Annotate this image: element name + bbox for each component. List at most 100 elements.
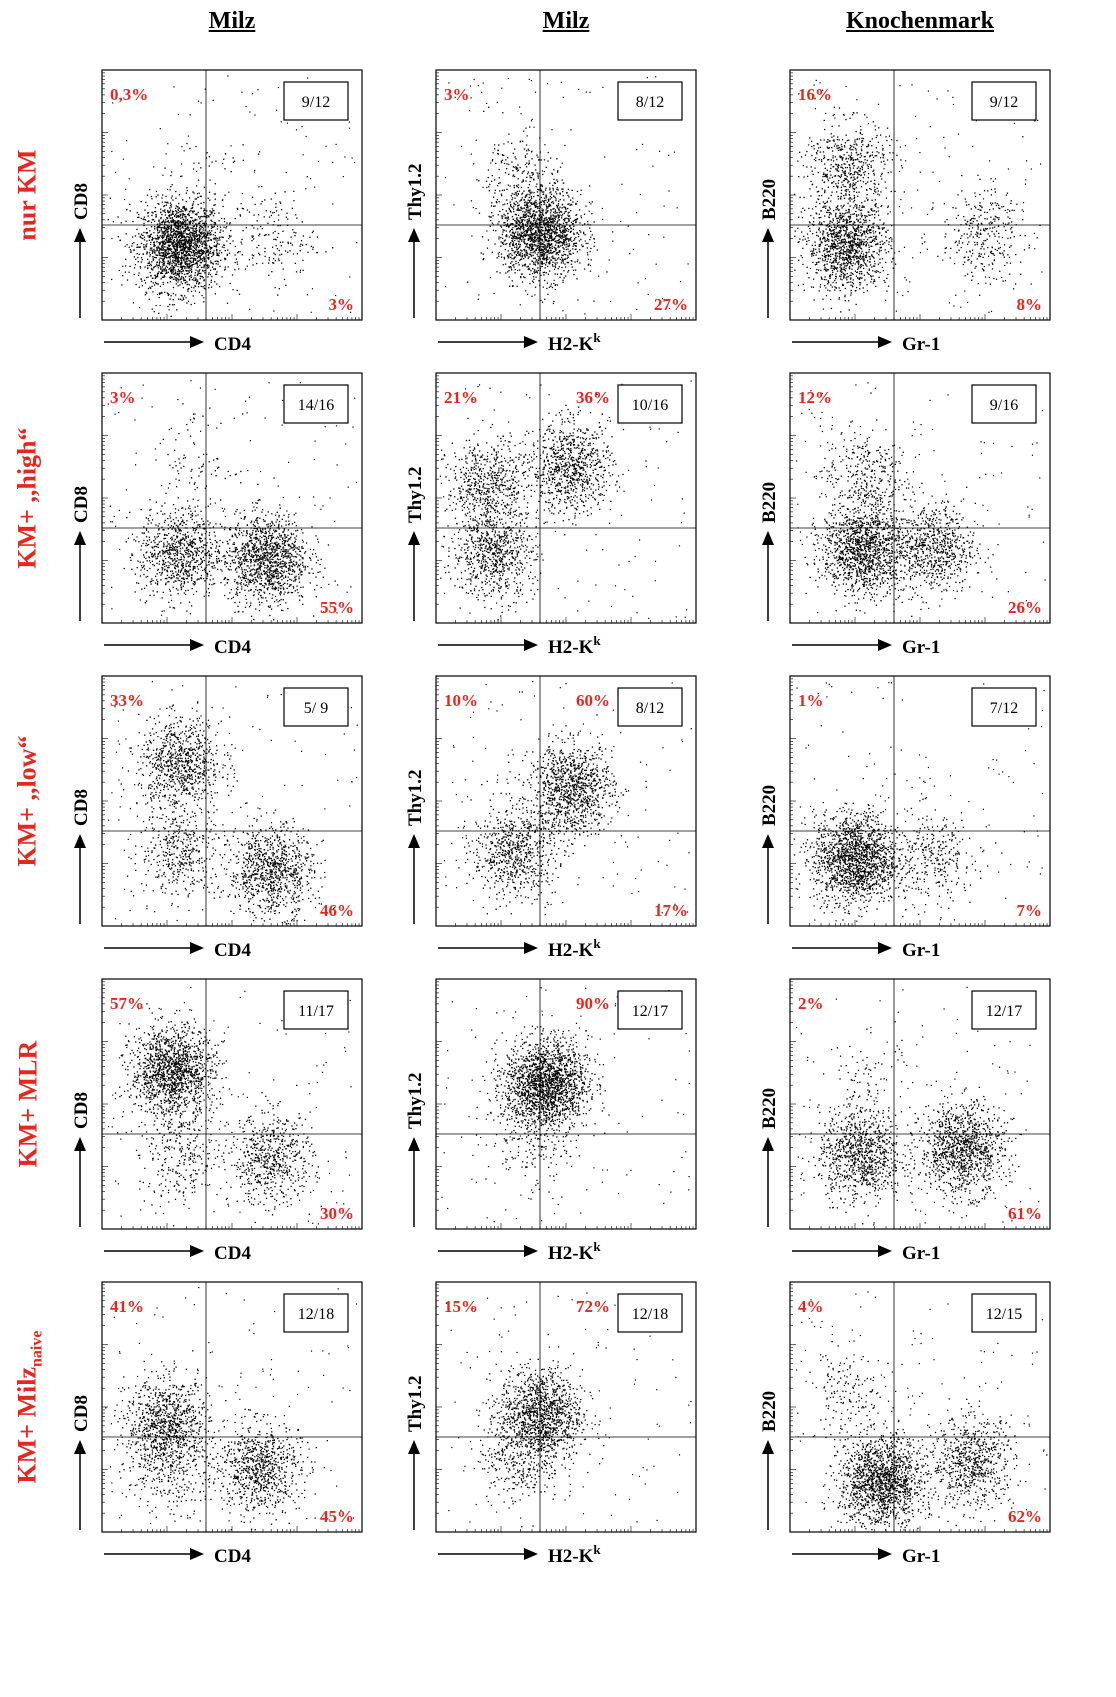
animal-count-box [617, 687, 683, 727]
cell-events [793, 682, 1045, 922]
y-axis-arrowhead [74, 1440, 86, 1454]
y-axis-arrowhead [408, 1137, 420, 1151]
panel-0-1: 8/12 3% 27% H2-Kk Thy1.2 [405, 69, 697, 355]
percent-bottom-right: 46% [320, 901, 354, 920]
animal-count-box [283, 687, 349, 727]
y-axis-label: Thy1.2 [405, 770, 426, 827]
animal-count-box [971, 384, 1037, 424]
percent-top-left: 41% [110, 1297, 144, 1316]
percent-top-left: 21% [444, 388, 478, 407]
animal-count-box [617, 1293, 683, 1333]
panel-2-2: 7/12 1% 7% Gr-1 B220 [759, 675, 1051, 961]
animal-count: 10/16 [632, 397, 668, 414]
x-axis-label: H2-Kk [548, 1542, 601, 1567]
x-axis-arrowhead [878, 336, 892, 348]
animal-count: 8/12 [636, 700, 664, 717]
y-axis-arrowhead [74, 834, 86, 848]
percent-top-left: 4% [798, 1297, 824, 1316]
column-header-knochenmark: Knochenmark [790, 8, 1050, 35]
x-axis-arrowhead [524, 1245, 538, 1257]
panel-2-1: 8/12 10% 60% 17% H2-Kk Thy1.2 [405, 675, 697, 961]
percent-bottom-right: 27% [654, 295, 688, 314]
panel-3-2: 12/17 2% 61% Gr-1 B220 [759, 978, 1051, 1264]
panel-4-0: 12/18 41% 45% CD4 CD8 [71, 1281, 363, 1567]
y-axis-label: Thy1.2 [405, 164, 426, 221]
x-axis-label: H2-Kk [548, 1239, 601, 1264]
animal-count-box [617, 990, 683, 1030]
animal-count: 12/15 [986, 1306, 1022, 1323]
percent-top-left: 3% [444, 85, 470, 104]
panel-1-1: 10/16 21% 36% H2-Kk Thy1.2 [405, 372, 697, 658]
panel-3-0: 11/17 57% 30% CD4 CD8 [71, 978, 363, 1264]
cell-events [796, 986, 1040, 1226]
x-axis-arrowhead [190, 942, 204, 954]
cell-events [107, 75, 358, 317]
x-axis-arrowhead [190, 1548, 204, 1560]
percent-bottom-right: 8% [1017, 295, 1043, 314]
percent-bottom-right: 7% [1017, 901, 1043, 920]
percent-top-right: 90% [576, 994, 610, 1013]
y-axis-arrowhead [762, 834, 774, 848]
percent-top-right: 72% [576, 1297, 610, 1316]
y-axis-label: B220 [759, 1088, 780, 1129]
x-axis-arrowhead [878, 639, 892, 651]
animal-count-box [283, 81, 349, 121]
cell-events [107, 380, 358, 621]
cell-events [107, 986, 352, 1227]
animal-count: 12/18 [632, 1306, 668, 1323]
percent-top-left: 33% [110, 691, 144, 710]
percent-bottom-right: 3% [329, 295, 355, 314]
x-axis-arrowhead [524, 1548, 538, 1560]
animal-count-box [971, 990, 1037, 1030]
animal-count: 14/16 [298, 397, 334, 414]
percent-bottom-right: 61% [1008, 1204, 1042, 1223]
x-axis-label: CD4 [214, 1546, 251, 1567]
x-axis-arrowhead [190, 1245, 204, 1257]
animal-count-box [283, 1293, 349, 1333]
animal-count-box [283, 990, 349, 1030]
y-axis-label: CD8 [71, 1395, 92, 1432]
cell-events [443, 681, 692, 916]
y-axis-arrowhead [408, 1440, 420, 1454]
cell-events [444, 76, 689, 315]
percent-top-left: 2% [798, 994, 824, 1013]
percent-bottom-right: 30% [320, 1204, 354, 1223]
cell-events [107, 681, 358, 925]
y-axis-label: B220 [759, 179, 780, 220]
y-axis-label: CD8 [71, 1092, 92, 1129]
cell-events [105, 1287, 358, 1531]
panel-4-2: 12/15 4% 62% Gr-1 B220 [759, 1281, 1051, 1567]
x-axis-arrowhead [524, 336, 538, 348]
x-axis-label: Gr-1 [902, 1243, 940, 1264]
panel-2-0: 5/ 9 33% 46% CD4 CD8 [71, 675, 363, 961]
x-axis-label: Gr-1 [902, 334, 940, 355]
animal-count: 12/17 [632, 1003, 668, 1020]
y-axis-arrowhead [74, 228, 86, 242]
animal-count: 11/17 [298, 1003, 334, 1020]
animal-count-box [971, 687, 1037, 727]
x-axis-arrowhead [524, 639, 538, 651]
y-axis-arrowhead [762, 531, 774, 545]
panel-1-2: 9/16 12% 26% Gr-1 B220 [759, 372, 1051, 658]
cell-events [796, 1291, 1048, 1531]
panel-0-0: 9/12 0,3% 3% CD4 CD8 [71, 69, 363, 355]
animal-count: 12/18 [298, 1306, 334, 1323]
x-axis-label: CD4 [214, 637, 251, 658]
percent-top-right: 36% [576, 388, 610, 407]
animal-count: 8/12 [636, 94, 664, 111]
panel-3-1: 12/17 90% H2-Kk Thy1.2 [405, 978, 697, 1264]
percent-top-right: 60% [576, 691, 610, 710]
animal-count-box [971, 81, 1037, 121]
animal-count: 5/ 9 [304, 700, 328, 717]
x-axis-arrowhead [878, 1245, 892, 1257]
percent-bottom-right: 17% [654, 901, 688, 920]
y-axis-label: CD8 [71, 183, 92, 220]
x-axis-arrowhead [190, 639, 204, 651]
y-axis-label: CD8 [71, 486, 92, 523]
percent-top-left: 1% [798, 691, 824, 710]
x-axis-label: Gr-1 [902, 940, 940, 961]
animal-count: 7/12 [990, 700, 1018, 717]
x-axis-arrowhead [878, 1548, 892, 1560]
animal-count-box [283, 384, 349, 424]
